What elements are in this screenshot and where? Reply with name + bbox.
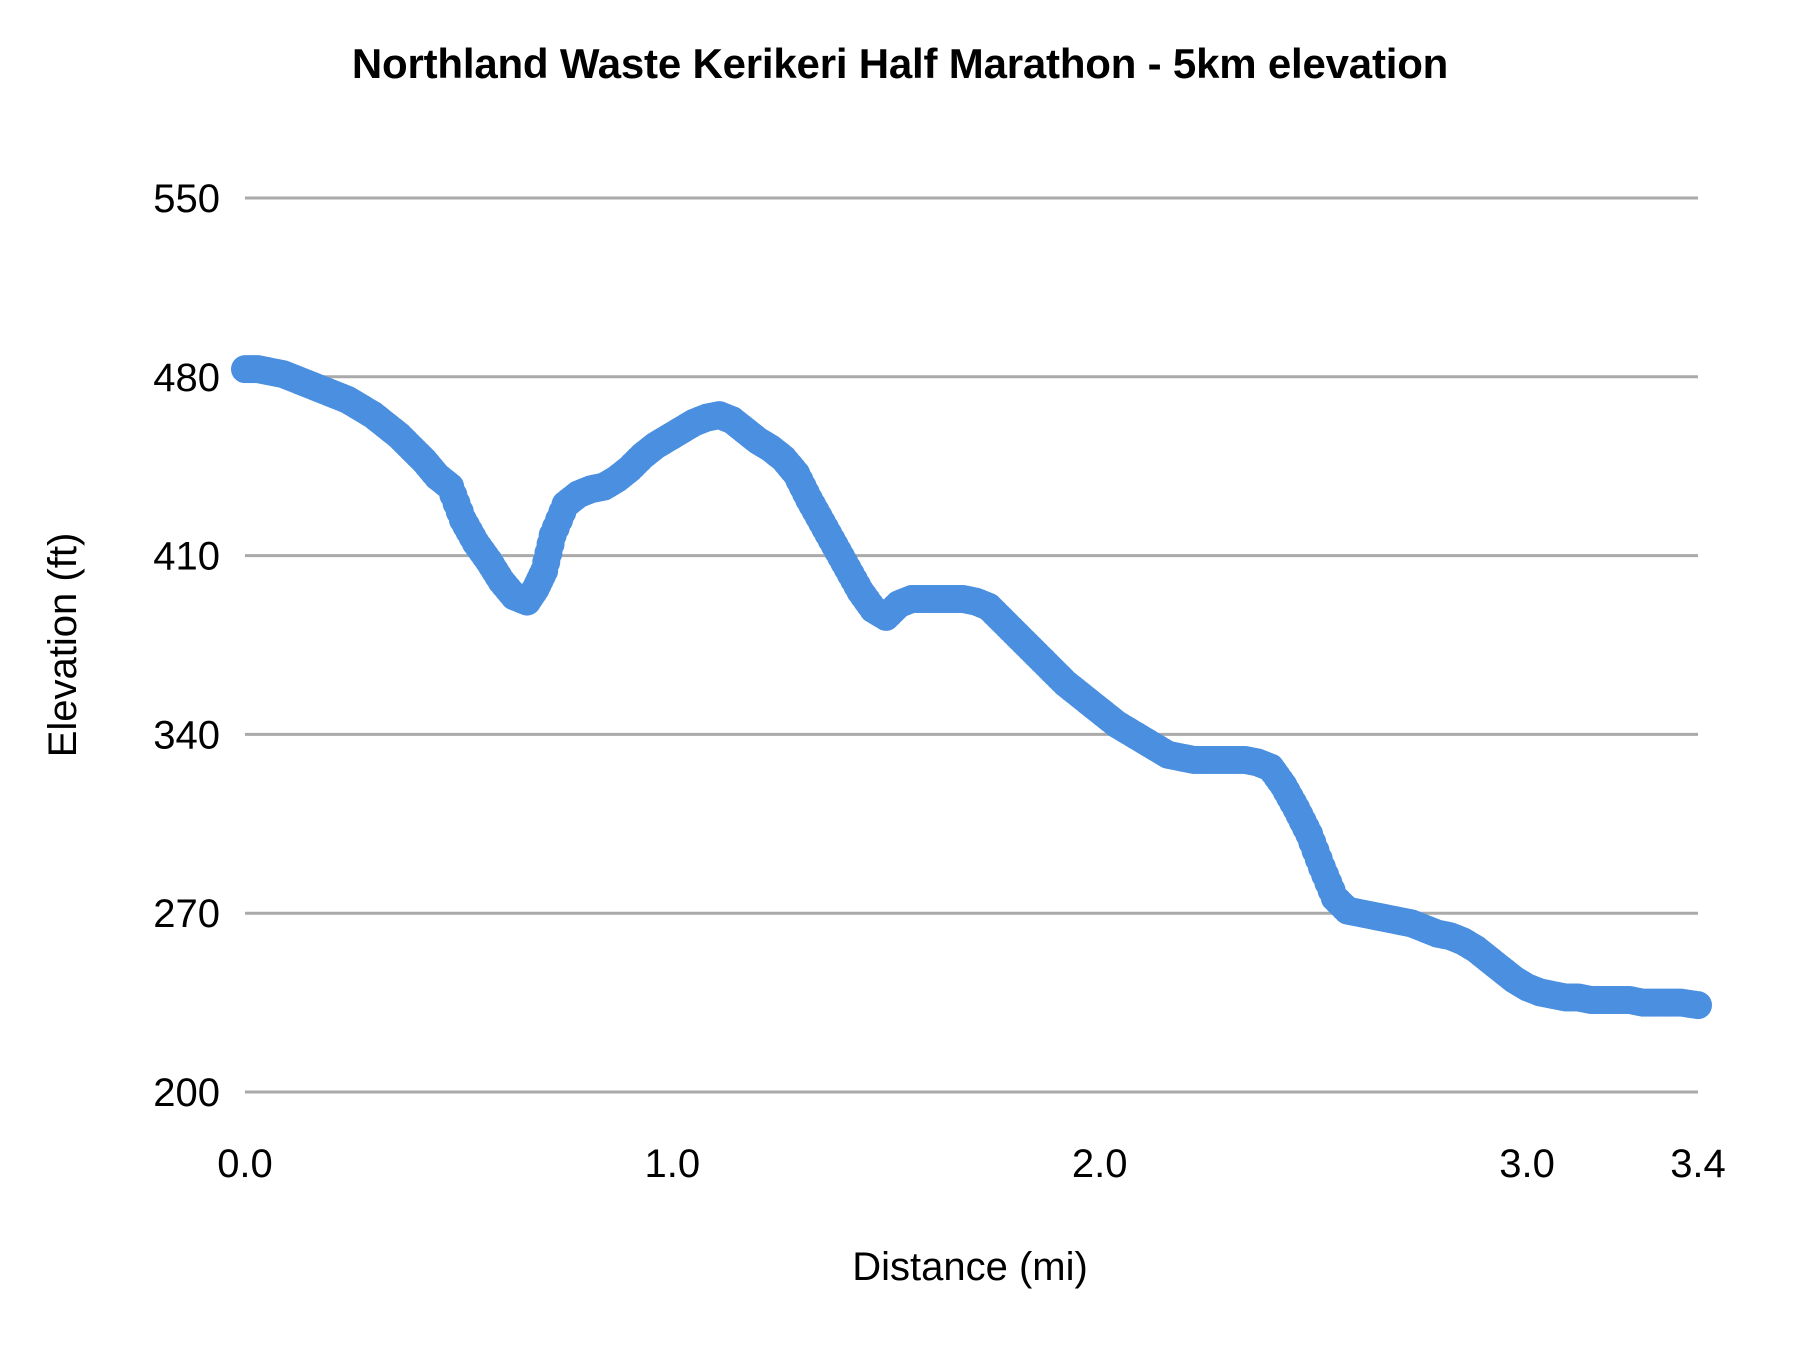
data-series-elevation: [231, 355, 1712, 1020]
x-axis-tick-labels: 0.0 1.0 2.0 3.0 3.4: [217, 1142, 1726, 1186]
y-axis-tick-label: 270: [153, 892, 220, 936]
y-axis-tick-labels: 550 480 410 340 270 200: [153, 177, 220, 1115]
y-axis-tick-label: 410: [153, 535, 220, 579]
x-axis-tick-label: 3.4: [1670, 1142, 1726, 1186]
y-axis-tick-label: 480: [153, 356, 220, 400]
x-axis-tick-label: 2.0: [1072, 1142, 1128, 1186]
y-axis-tick-label: 550: [153, 177, 220, 221]
x-axis-tick-label: 3.0: [1499, 1142, 1555, 1186]
y-axis-tick-label: 200: [153, 1071, 220, 1115]
data-point-marker: [1684, 991, 1712, 1020]
chart-title: Northland Waste Kerikeri Half Marathon -…: [351, 40, 1449, 87]
y-axis-title: Elevation (ft): [41, 533, 85, 758]
x-axis-tick-label: 0.0: [217, 1142, 273, 1186]
y-axis-tick-label: 340: [153, 713, 220, 757]
x-axis-title: Distance (mi): [852, 1245, 1088, 1289]
x-axis-tick-label: 1.0: [645, 1142, 701, 1186]
